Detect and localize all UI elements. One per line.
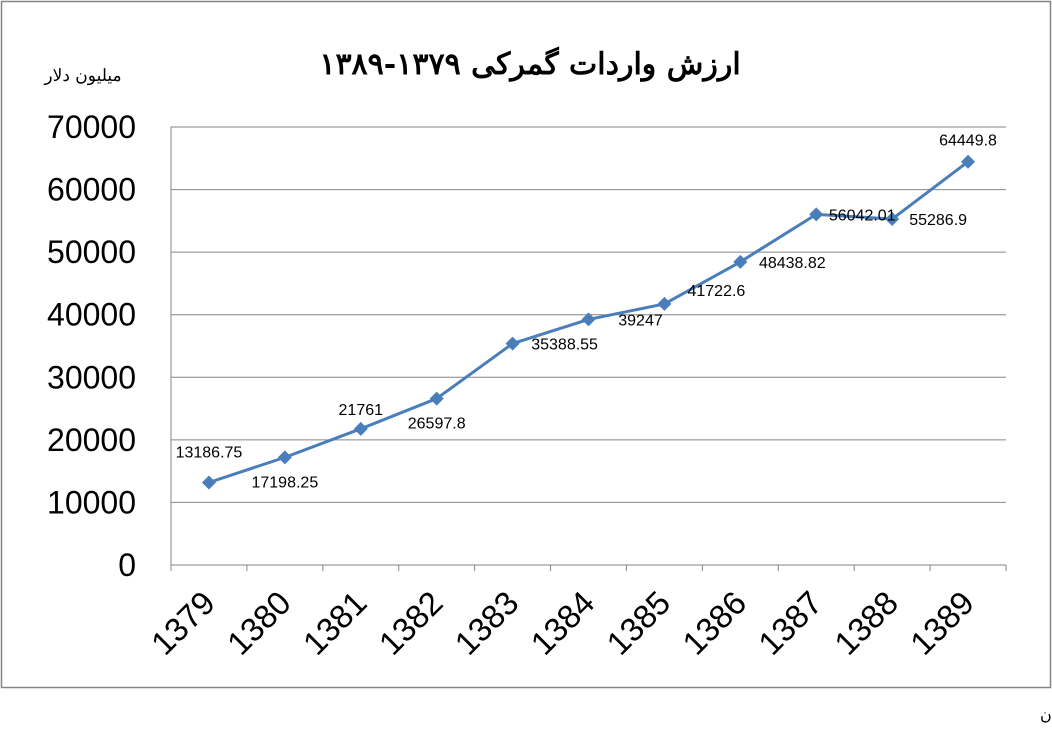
chart-border (0, 0, 1052, 689)
data-label-1379: 13186.75 (176, 444, 243, 461)
y-tick-label: 50000 (47, 234, 136, 270)
y-tick-label: 70000 (47, 109, 136, 145)
data-point-1383 (505, 336, 520, 351)
data-point-1388 (885, 212, 900, 227)
y-tick-label: 20000 (47, 422, 136, 458)
y-tick-label: 40000 (47, 297, 136, 333)
y-axis-label: میلیون دلار (43, 66, 121, 86)
data-point-1380 (277, 450, 292, 465)
data-point-1386 (733, 254, 748, 269)
data-point-1381 (353, 421, 368, 436)
data-label-1386: 48438.82 (759, 255, 826, 272)
data-label-1385: 41722.6 (687, 283, 745, 300)
data-label-1388: 55286.9 (909, 212, 967, 229)
y-tick-label: 10000 (47, 484, 136, 520)
data-point-1385 (657, 296, 672, 311)
data-label-1382: 26597.8 (408, 416, 466, 433)
data-point-1387 (809, 207, 824, 222)
data-point-1382 (429, 391, 444, 406)
data-label-1383: 35388.55 (531, 337, 598, 354)
series-import-value (201, 154, 976, 490)
data-label-1387: 56042.01 (829, 207, 896, 224)
data-point-1389 (961, 154, 976, 169)
y-tick-label: 30000 (47, 359, 136, 395)
chart-title: ارزش واردات گمرکی ۱۳۷۹-۱۳۸۹ (319, 46, 740, 82)
data-point-1379 (201, 475, 216, 490)
data-label-1380: 17198.25 (251, 474, 318, 491)
data-point-1384 (581, 312, 596, 327)
y-tick-label: 0 (118, 547, 136, 583)
source-note: مأخذ: بانک مرکزی و گمرک ج.ا.ایران (1040, 703, 1052, 724)
y-tick-label: 60000 (47, 172, 136, 208)
data-label-1389: 64449.8 (939, 133, 997, 150)
data-label-1384: 39247 (618, 312, 663, 329)
data-label-1381: 21761 (339, 402, 384, 419)
data-labels: 13186.75 17198.25 21761 26597.8 35388.55 3924… (176, 133, 997, 492)
y-axis-ticks: 0 10000 20000 30000 40000 50000 60000 70000 (47, 109, 136, 583)
